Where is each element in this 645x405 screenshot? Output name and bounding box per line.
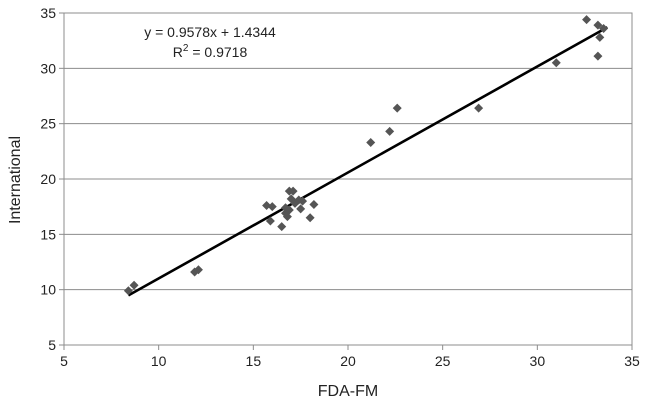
r-squared-superscript: 2 (183, 43, 189, 54)
data-point-21 (366, 137, 376, 147)
data-point-3 (193, 265, 203, 275)
data-point-22 (385, 126, 395, 136)
data-point-25 (551, 58, 561, 68)
data-point-5 (267, 202, 277, 212)
data-point-24 (474, 103, 484, 113)
data-point-20 (309, 199, 319, 209)
y-tick-label-2: 15 (40, 226, 56, 242)
x-tick-label-4: 25 (435, 353, 451, 369)
data-point-28 (599, 23, 609, 33)
data-point-0 (123, 286, 133, 296)
r-squared-prefix: R (173, 44, 183, 60)
data-point-9 (282, 212, 292, 222)
y-tick-label-0: 5 (48, 337, 56, 353)
r-squared-value: = 0.9718 (188, 44, 247, 60)
tick-labels: 5 10 15 20 25 30 35 5 10 15 20 25 30 35 (40, 5, 640, 369)
y-tick-label-4: 25 (40, 116, 56, 132)
trendline-equation: y = 0.9578x + 1.4344 (144, 24, 276, 40)
x-tick-label-0: 5 (60, 353, 68, 369)
axis-ticks (59, 12, 633, 350)
data-points (123, 15, 609, 296)
data-point-23 (392, 103, 402, 113)
data-point-11 (284, 205, 294, 215)
y-tick-label-5: 30 (40, 60, 56, 76)
data-point-19 (305, 213, 315, 223)
y-tick-label-3: 20 (40, 171, 56, 187)
data-point-26 (582, 15, 592, 25)
x-tick-label-5: 30 (530, 353, 546, 369)
data-point-18 (298, 196, 308, 206)
r-squared-label: R2 = 0.9718 (173, 43, 248, 60)
data-point-7 (277, 222, 287, 232)
x-tick-label-2: 15 (246, 353, 262, 369)
x-tick-label-3: 20 (340, 353, 356, 369)
data-point-6 (265, 216, 275, 226)
y-axis-label: International (7, 136, 24, 224)
gridlines (64, 12, 632, 346)
data-point-4 (262, 201, 272, 211)
y-tick-label-6: 35 (40, 5, 56, 21)
x-tick-label-6: 35 (624, 353, 640, 369)
data-point-30 (593, 51, 603, 61)
data-point-13 (288, 186, 298, 196)
y-tick-label-1: 10 (40, 282, 56, 298)
x-tick-label-1: 10 (151, 353, 167, 369)
x-axis-label: FDA-FM (318, 383, 378, 400)
data-point-29 (595, 32, 605, 42)
trendline (127, 26, 609, 297)
data-point-17 (296, 204, 306, 214)
data-point-1 (129, 280, 139, 290)
